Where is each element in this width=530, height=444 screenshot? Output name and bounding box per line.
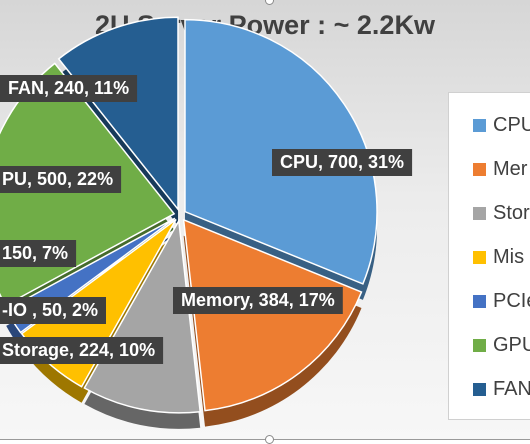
legend-item-cpu[interactable]: CPU xyxy=(473,112,530,138)
pie-slice-fan[interactable] xyxy=(57,16,179,212)
legend-item-fan[interactable]: FAN xyxy=(473,376,530,402)
data-label-cpu: CPU, 700, 31% xyxy=(272,149,413,176)
pie-slice-memory[interactable] xyxy=(182,218,363,412)
data-label-memory: Memory, 384, 17% xyxy=(173,287,343,314)
svg-text:Storage, 224, 10%: Storage, 224, 10% xyxy=(2,340,155,360)
legend-swatch xyxy=(473,294,486,308)
resize-handle-top[interactable] xyxy=(265,0,274,5)
legend-swatch xyxy=(473,118,486,132)
legend-swatch xyxy=(473,382,486,396)
legend-label: Mis xyxy=(493,245,525,268)
data-label-gpu: PU, 500, 22% xyxy=(0,166,122,193)
svg-text:FAN, 240, 11%: FAN, 240, 11% xyxy=(8,78,129,98)
data-label-misc: 150, 7% xyxy=(0,240,77,267)
data-label-pcie-io: -IO , 50, 2% xyxy=(0,297,106,324)
pie-slice-storage[interactable] xyxy=(83,218,202,414)
svg-text:Memory, 384, 17%: Memory, 384, 17% xyxy=(181,290,335,310)
svg-text:-IO , 50, 2%: -IO , 50, 2% xyxy=(2,300,98,320)
svg-text:PU, 500, 22%: PU, 500, 22% xyxy=(2,169,113,189)
legend[interactable]: CPU Mer Stor Mis PCIe GPU FAN xyxy=(448,92,530,420)
legend-item-storage[interactable]: Stor xyxy=(473,200,530,226)
legend-label: PCIe xyxy=(493,289,530,312)
legend-item-memory[interactable]: Mer xyxy=(473,156,527,182)
legend-item-misc[interactable]: Mis xyxy=(473,244,524,270)
legend-label: FAN xyxy=(493,377,530,400)
svg-text:CPU, 700, 31%: CPU, 700, 31% xyxy=(280,152,404,172)
legend-item-pcie-io[interactable]: PCIe xyxy=(473,288,530,314)
legend-label: Mer xyxy=(493,157,528,180)
data-label-fan: FAN, 240, 11% xyxy=(0,75,138,102)
legend-swatch xyxy=(473,338,486,352)
legend-swatch xyxy=(473,162,486,176)
legend-label: GPU xyxy=(493,333,530,356)
legend-label: Stor xyxy=(493,201,530,224)
legend-label: CPU xyxy=(493,113,530,136)
data-labels: CPU, 700, 31% Memory, 384, 17% Storage, 22… xyxy=(0,75,413,364)
legend-swatch xyxy=(473,250,486,264)
legend-swatch xyxy=(473,206,486,220)
legend-item-gpu[interactable]: GPU xyxy=(473,332,530,358)
svg-text:150, 7%: 150, 7% xyxy=(2,243,68,263)
data-label-storage: Storage, 224, 10% xyxy=(0,337,164,364)
